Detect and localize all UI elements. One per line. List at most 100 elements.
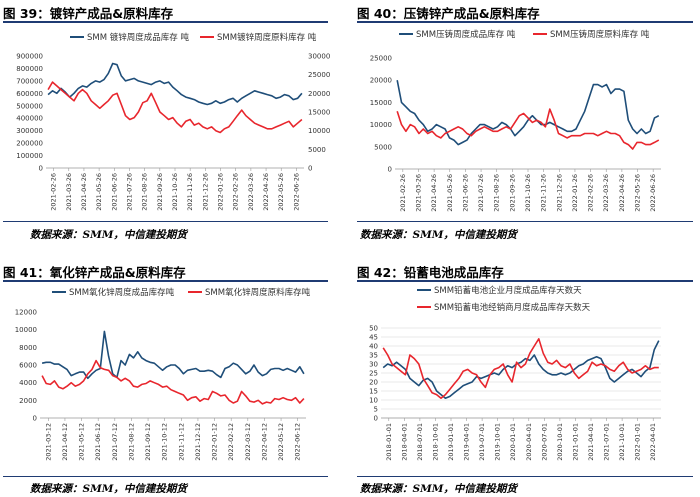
y-tick-label: 0 bbox=[374, 415, 378, 423]
y-tick-label: 600000 bbox=[16, 90, 43, 98]
x-tick-label: 2021-07-12 bbox=[111, 423, 119, 461]
source-rule-39 bbox=[3, 221, 328, 222]
x-tick-label: 2022-01-26 bbox=[571, 174, 579, 212]
x-tick-label: 2021-05-12 bbox=[78, 423, 86, 461]
y-tick-label: 2000 bbox=[19, 397, 37, 405]
y2-tick-label: 15000 bbox=[308, 109, 330, 117]
y-tick-label: 45 bbox=[369, 334, 378, 342]
series-line-1 bbox=[41, 330, 305, 380]
title-rule-41 bbox=[3, 280, 328, 282]
x-tick-label: 2021-10-26 bbox=[171, 173, 179, 211]
x-tick-label: 2021-05-26 bbox=[446, 174, 454, 212]
y-tick-label: 12000 bbox=[15, 309, 37, 317]
y-tick-label: 25000 bbox=[370, 55, 392, 63]
x-tick-label: 2021-04-26 bbox=[80, 173, 88, 211]
x-tick-label: 2022-01-26 bbox=[217, 173, 225, 211]
x-tick-label: 2021-06-26 bbox=[461, 174, 469, 212]
x-tick-label: 2021-09-26 bbox=[156, 173, 164, 211]
x-tick-label: 2021-12-12 bbox=[194, 423, 202, 461]
x-tick-label: 2021-03-26 bbox=[65, 173, 73, 211]
x-tick-label: 2021-10-01 bbox=[618, 423, 626, 461]
y-tick-label: 40 bbox=[369, 343, 378, 351]
series-line-2 bbox=[382, 337, 659, 399]
y-tick-label: 800000 bbox=[16, 65, 43, 73]
x-tick-label: 2021-04-12 bbox=[61, 423, 69, 461]
y-tick-label: 900000 bbox=[16, 53, 43, 61]
y2-tick-label: 30000 bbox=[308, 53, 330, 61]
y-tick-label: 20 bbox=[369, 379, 378, 387]
y-tick-label: 4000 bbox=[19, 379, 37, 387]
x-tick-label: 2022-05-26 bbox=[634, 174, 642, 212]
x-tick-label: 2021-07-01 bbox=[603, 423, 611, 461]
legend-label-1: SMM铅蓄电池企业月度成品库存天数天 bbox=[434, 285, 582, 296]
x-tick-label: 2020-07-01 bbox=[540, 423, 548, 461]
x-tick-label: 2022-06-26 bbox=[292, 173, 300, 211]
x-tick-label: 2021-11-26 bbox=[540, 174, 548, 212]
x-tick-label: 2021-10-12 bbox=[161, 423, 169, 461]
x-tick-label: 2022-06-26 bbox=[649, 174, 657, 212]
x-tick-label: 2018-04-01 bbox=[400, 423, 408, 461]
y-tick-label: 10 bbox=[369, 397, 378, 405]
legend-label-2: SMM铅蓄电池经销商月度成品库存天数天 bbox=[434, 302, 591, 313]
x-tick-label: 2022-02-26 bbox=[587, 174, 595, 212]
y-tick-label: 8000 bbox=[19, 344, 37, 352]
chart-title-42: 图 42：铅蓄电池成品库存 bbox=[357, 265, 504, 280]
chart-41: SMM氧化锌周度成品库存吨 SMM氧化锌周度原料库存吨 0 2000 4000 6000 8… bbox=[15, 287, 311, 461]
x-tick-label: 2021-02-26 bbox=[50, 173, 58, 211]
x-tick-label: 2021-08-12 bbox=[127, 423, 135, 461]
x-tick-label: 2021-06-26 bbox=[110, 173, 118, 211]
series-line-1 bbox=[382, 340, 660, 399]
y-tick-label: 300000 bbox=[16, 127, 43, 135]
legend-label-1: SMM氧化锌周度成品库存吨 bbox=[69, 287, 175, 298]
y-tick-label: 10000 bbox=[370, 121, 392, 129]
chart-title-39: 图 39：镀锌产成品&原料库存 bbox=[3, 6, 174, 21]
y2-tick-label: 5000 bbox=[308, 146, 326, 154]
x-tick-label: 2021-09-12 bbox=[144, 423, 152, 461]
legend-label-2: SMM氧化锌周度原料库存吨 bbox=[205, 287, 311, 298]
y-tick-label: 6000 bbox=[19, 362, 37, 370]
y-tick-label: 0 bbox=[388, 166, 392, 174]
x-tick-label: 2019-10-01 bbox=[494, 423, 502, 461]
source-note-42: 数据来源：SMM，中信建投期货 bbox=[360, 483, 517, 495]
x-tick-label: 2020-10-01 bbox=[556, 423, 564, 461]
x-tick-label: 2021-01-01 bbox=[571, 423, 579, 461]
y-tick-label: 700000 bbox=[16, 77, 43, 85]
x-tick-label: 2021-08-26 bbox=[141, 173, 149, 211]
x-tick-label: 2022-02-12 bbox=[227, 423, 235, 461]
y2-tick-label: 10000 bbox=[308, 127, 330, 135]
x-tick-label: 2021-03-26 bbox=[414, 174, 422, 212]
x-tick-label: 2021-03-12 bbox=[44, 423, 52, 461]
y-tick-label: 15000 bbox=[370, 99, 392, 107]
x-tick-label: 2021-09-26 bbox=[508, 174, 516, 212]
x-tick-label: 2021-12-26 bbox=[555, 174, 563, 212]
x-tick-label: 2020-01-01 bbox=[509, 423, 517, 461]
x-tick-label: 2022-04-26 bbox=[618, 174, 626, 212]
series-line-2 bbox=[41, 359, 305, 405]
x-tick-label: 2021-07-26 bbox=[477, 174, 485, 212]
title-rule-39 bbox=[3, 21, 328, 23]
y-tick-label: 100000 bbox=[16, 152, 43, 160]
y-tick-label: 5000 bbox=[374, 143, 392, 151]
series-line-2 bbox=[47, 81, 303, 134]
y-tick-label: 15 bbox=[369, 388, 378, 396]
source-rule-40 bbox=[357, 221, 693, 222]
title-rule-42 bbox=[357, 280, 693, 282]
source-note-39: 数据来源：SMM，中信建投期货 bbox=[30, 229, 187, 241]
chart-title-41: 图 41：氧化锌产成品&原料库存 bbox=[3, 265, 186, 280]
x-tick-label: 2019-01-01 bbox=[447, 423, 455, 461]
series-line-2 bbox=[396, 108, 660, 150]
x-tick-label: 2021-10-26 bbox=[524, 174, 532, 212]
x-tick-label: 2022-04-12 bbox=[260, 423, 268, 461]
chart-42: SMM铅蓄电池企业月度成品库存天数天SMM铅蓄电池经销商月度成品库存天数天051… bbox=[369, 285, 661, 461]
y-tick-label: 500000 bbox=[16, 102, 43, 110]
y2-tick-label: 20000 bbox=[308, 90, 330, 98]
x-tick-label: 2021-12-26 bbox=[201, 173, 209, 211]
x-tick-label: 2018-01-01 bbox=[385, 423, 393, 461]
chart-39: SMM 镀锌周度成品库存 吨 SMM镀锌周度原料库存 吨0100000200000… bbox=[16, 32, 330, 211]
y-tick-label: 30 bbox=[369, 361, 378, 369]
x-tick-label: 2021-02-26 bbox=[399, 174, 407, 212]
series-line-1 bbox=[47, 62, 303, 106]
y-tick-label: 0 bbox=[33, 415, 37, 423]
title-rule-40 bbox=[357, 21, 693, 23]
y-tick-label: 0 bbox=[39, 165, 43, 173]
